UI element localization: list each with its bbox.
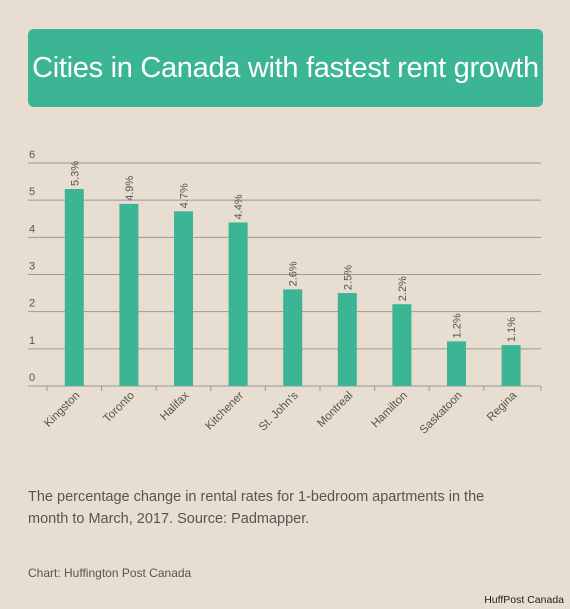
- data-label: 2.5%: [342, 265, 354, 290]
- data-label: 1.2%: [452, 313, 464, 338]
- x-tick-label: Montreal: [315, 390, 355, 430]
- y-tick-label: 5: [29, 186, 35, 198]
- x-tick-label: St. John's: [257, 389, 301, 433]
- x-tick-label: Saskatoon: [418, 390, 465, 437]
- x-tick-label: Hamilton: [369, 390, 410, 431]
- title-banner: Cities in Canada with fastest rent growt…: [28, 29, 543, 107]
- y-tick-label: 3: [29, 261, 35, 273]
- bar: [174, 211, 193, 386]
- bar: [501, 345, 521, 386]
- x-tick-label: Halifax: [158, 389, 192, 423]
- data-label: 4.9%: [124, 176, 136, 201]
- data-label: 5.3%: [69, 161, 81, 186]
- y-tick-label: 0: [29, 372, 35, 384]
- y-tick-label: 1: [29, 335, 35, 347]
- y-tick-label: 2: [29, 298, 35, 310]
- x-tick-label: Kitchener: [203, 390, 246, 433]
- data-label: 1.1%: [506, 317, 518, 342]
- chart-credit: Chart: Huffington Post Canada: [28, 566, 192, 580]
- bar: [283, 289, 303, 386]
- data-label: 2.2%: [397, 276, 409, 301]
- bar: [228, 222, 248, 386]
- data-label: 2.6%: [288, 261, 300, 286]
- bar-chart: 0 1 2 3 4 5 6 5.3% Kingston 4.9% Toronto 4.7% Halifa…: [28, 149, 542, 437]
- y-tick-label: 4: [29, 223, 35, 235]
- bar: [119, 203, 139, 386]
- x-tick-label: Kingston: [42, 390, 82, 430]
- bar: [337, 293, 357, 386]
- chart-caption: The percentage change in rental rates fo…: [28, 489, 485, 527]
- bar: [64, 189, 84, 386]
- x-tick-label: Regina: [485, 389, 520, 424]
- bar: [447, 341, 466, 386]
- data-label: 4.4%: [233, 194, 245, 219]
- y-tick-label: 6: [29, 149, 35, 161]
- watermark: HuffPost Canada: [484, 594, 564, 606]
- chart-title: Cities in Canada with fastest rent growt…: [32, 51, 539, 84]
- data-label: 4.7%: [179, 183, 191, 208]
- bar: [392, 304, 412, 386]
- x-tick-label: Toronto: [101, 390, 137, 426]
